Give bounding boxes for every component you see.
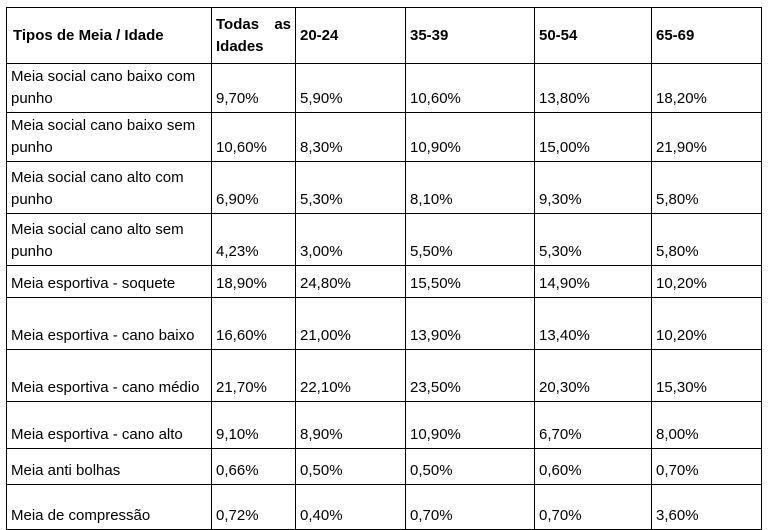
cell-age-50-54: 5,30% xyxy=(534,213,652,266)
cell-age-20-24: 8,30% xyxy=(295,112,406,162)
cell-all-ages: 21,70% xyxy=(211,349,296,402)
cell-all-ages: 0,66% xyxy=(211,448,296,485)
cell-all-ages: 10,60% xyxy=(211,112,296,162)
table-row: Meia anti bolhas 0,66% 0,50% 0,50% 0,60%… xyxy=(6,448,762,485)
cell-age-65-69: 18,20% xyxy=(651,63,762,113)
cell-all-ages: 6,90% xyxy=(211,161,296,214)
header-age-20-24: 20-24 xyxy=(295,7,406,64)
header-all-ages-word-idades: Idades xyxy=(216,37,264,55)
cell-age-50-54: 20,30% xyxy=(534,349,652,402)
cell-age-50-54: 15,00% xyxy=(534,112,652,162)
row-label: Meia social cano alto com punho xyxy=(6,161,212,214)
cell-age-50-54: 0,70% xyxy=(534,484,652,530)
cell-age-35-39: 5,50% xyxy=(405,213,535,266)
cell-age-20-24: 22,10% xyxy=(295,349,406,402)
table-row: Meia esportiva - cano médio 21,70% 22,10… xyxy=(6,349,762,402)
table-row: Meia social cano baixo com punho 9,70% 5… xyxy=(6,63,762,113)
cell-age-20-24: 0,40% xyxy=(295,484,406,530)
row-label: Meia anti bolhas xyxy=(6,448,212,485)
table-row: Meia social cano alto com punho 6,90% 5,… xyxy=(6,161,762,214)
cell-age-35-39: 23,50% xyxy=(405,349,535,402)
cell-age-20-24: 21,00% xyxy=(295,297,406,350)
row-label: Meia esportiva - cano alto xyxy=(6,401,212,449)
row-label: Meia social cano baixo sem punho xyxy=(6,112,212,162)
cell-age-35-39: 10,60% xyxy=(405,63,535,113)
cell-age-35-39: 15,50% xyxy=(405,265,535,298)
cell-all-ages: 9,10% xyxy=(211,401,296,449)
cell-age-20-24: 5,90% xyxy=(295,63,406,113)
cell-age-65-69: 8,00% xyxy=(651,401,762,449)
header-sock-type: Tipos de Meia / Idade xyxy=(6,7,212,64)
cell-age-50-54: 9,30% xyxy=(534,161,652,214)
sock-types-table-container: Tipos de Meia / Idade Todas as Idades 20… xyxy=(6,7,762,530)
header-row: Tipos de Meia / Idade Todas as Idades 20… xyxy=(6,7,762,64)
header-all-ages-word-todas: Todas xyxy=(216,15,260,33)
cell-age-65-69: 5,80% xyxy=(651,213,762,266)
table-row: Meia esportiva - cano baixo 16,60% 21,00… xyxy=(6,297,762,350)
cell-age-50-54: 0,60% xyxy=(534,448,652,485)
cell-all-ages: 4,23% xyxy=(211,213,296,266)
cell-all-ages: 16,60% xyxy=(211,297,296,350)
cell-all-ages: 0,72% xyxy=(211,484,296,530)
cell-age-20-24: 0,50% xyxy=(295,448,406,485)
header-age-50-54: 50-54 xyxy=(534,7,652,64)
header-age-65-69: 65-69 xyxy=(651,7,762,64)
cell-age-35-39: 8,10% xyxy=(405,161,535,214)
row-label: Meia esportiva - soquete xyxy=(6,265,212,298)
cell-age-65-69: 3,60% xyxy=(651,484,762,530)
cell-all-ages: 9,70% xyxy=(211,63,296,113)
cell-age-35-39: 0,70% xyxy=(405,484,535,530)
header-age-35-39: 35-39 xyxy=(405,7,535,64)
cell-age-50-54: 6,70% xyxy=(534,401,652,449)
row-label: Meia social cano alto sem punho xyxy=(6,213,212,266)
table-row: Meia esportiva - soquete 18,90% 24,80% 1… xyxy=(6,265,762,298)
cell-age-65-69: 10,20% xyxy=(651,297,762,350)
table-row: Meia de compressão 0,72% 0,40% 0,70% 0,7… xyxy=(6,484,762,530)
cell-all-ages: 18,90% xyxy=(211,265,296,298)
cell-age-20-24: 3,00% xyxy=(295,213,406,266)
cell-age-65-69: 0,70% xyxy=(651,448,762,485)
cell-age-35-39: 10,90% xyxy=(405,401,535,449)
header-all-ages-line1: Todas as xyxy=(216,14,291,36)
row-label: Meia esportiva - cano médio xyxy=(6,349,212,402)
row-label: Meia esportiva - cano baixo xyxy=(6,297,212,350)
header-all-ages-word-as: as xyxy=(274,15,291,33)
cell-age-65-69: 10,20% xyxy=(651,265,762,298)
cell-age-50-54: 13,80% xyxy=(534,63,652,113)
sock-types-by-age-table: Tipos de Meia / Idade Todas as Idades 20… xyxy=(6,7,762,530)
cell-age-65-69: 21,90% xyxy=(651,112,762,162)
cell-age-20-24: 5,30% xyxy=(295,161,406,214)
cell-age-65-69: 15,30% xyxy=(651,349,762,402)
table-row: Meia social cano baixo sem punho 10,60% … xyxy=(6,112,762,162)
cell-age-35-39: 0,50% xyxy=(405,448,535,485)
row-label: Meia social cano baixo com punho xyxy=(6,63,212,113)
table-row: Meia social cano alto sem punho 4,23% 3,… xyxy=(6,213,762,266)
cell-age-50-54: 14,90% xyxy=(534,265,652,298)
cell-age-20-24: 8,90% xyxy=(295,401,406,449)
cell-age-65-69: 5,80% xyxy=(651,161,762,214)
cell-age-20-24: 24,80% xyxy=(295,265,406,298)
header-all-ages: Todas as Idades xyxy=(211,7,296,64)
row-label: Meia de compressão xyxy=(6,484,212,530)
cell-age-50-54: 13,40% xyxy=(534,297,652,350)
cell-age-35-39: 10,90% xyxy=(405,112,535,162)
table-row: Meia esportiva - cano alto 9,10% 8,90% 1… xyxy=(6,401,762,449)
cell-age-35-39: 13,90% xyxy=(405,297,535,350)
